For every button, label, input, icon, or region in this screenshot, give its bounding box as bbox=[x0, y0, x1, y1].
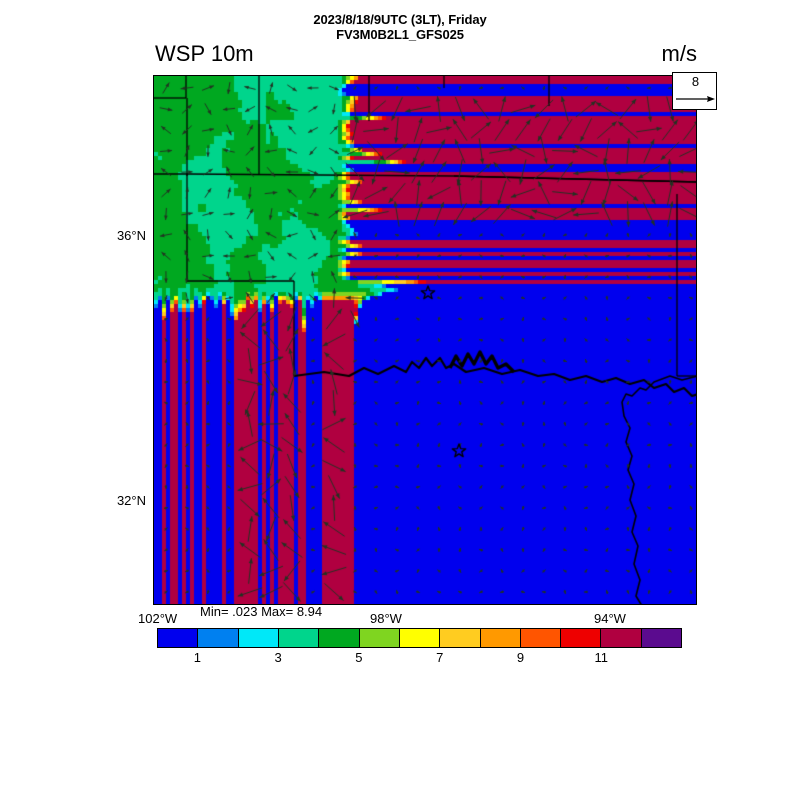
colorbar-tick-11: 11 bbox=[594, 650, 608, 665]
lat-tick-36n: 36°N bbox=[116, 228, 146, 243]
minmax-stats: Min= .023 Max= 8.94 bbox=[200, 604, 323, 619]
colorbar-band-5 bbox=[359, 629, 400, 647]
colorbar-band-1 bbox=[198, 629, 239, 647]
colorbar-band-10 bbox=[561, 629, 602, 647]
colorbar-tick-9: 9 bbox=[516, 650, 525, 665]
lon-tick-94w: 94°W bbox=[594, 611, 626, 626]
vector-reference-value: 8 bbox=[691, 74, 700, 89]
map-panel bbox=[153, 75, 697, 605]
lon-tick-102w: 102°W bbox=[138, 611, 178, 626]
wind-speed-field bbox=[154, 76, 696, 604]
colorbar-band-7 bbox=[440, 629, 481, 647]
colorbar bbox=[157, 628, 682, 648]
figure-title: 2023/8/18/9UTC (3LT), Friday FV3M0B2L1_G… bbox=[0, 12, 800, 42]
colorbar-band-12 bbox=[641, 629, 682, 647]
colorbar-band-8 bbox=[480, 629, 521, 647]
title-line-2: FV3M0B2L1_GFS025 bbox=[336, 27, 464, 42]
colorbar-tick-3: 3 bbox=[274, 650, 282, 665]
colorbar-band-11 bbox=[601, 629, 642, 647]
units-label: m/s bbox=[661, 41, 697, 66]
colorbar-band-4 bbox=[319, 629, 360, 647]
colorbar-tick-5: 5 bbox=[355, 650, 363, 665]
colorbar-band-0 bbox=[158, 629, 199, 647]
lat-tick-32n: 32°N bbox=[116, 493, 146, 508]
arrow-right-icon bbox=[676, 96, 715, 102]
colorbar-tick-1: 1 bbox=[193, 650, 201, 665]
colorbar-tick-7: 7 bbox=[436, 650, 444, 665]
vector-reference-legend: 8 bbox=[672, 72, 717, 110]
colorbar-band-9 bbox=[520, 629, 562, 647]
colorbar-band-3 bbox=[278, 629, 320, 647]
colorbar-tick-labels: 1 3 5 7 9 11 bbox=[157, 650, 682, 668]
title-line-1: 2023/8/18/9UTC (3LT), Friday bbox=[313, 12, 487, 27]
lon-tick-98w: 98°W bbox=[370, 611, 402, 626]
colorbar-band-2 bbox=[238, 629, 279, 647]
colorbar-band-6 bbox=[399, 629, 441, 647]
variable-label: WSP 10m bbox=[155, 41, 254, 66]
